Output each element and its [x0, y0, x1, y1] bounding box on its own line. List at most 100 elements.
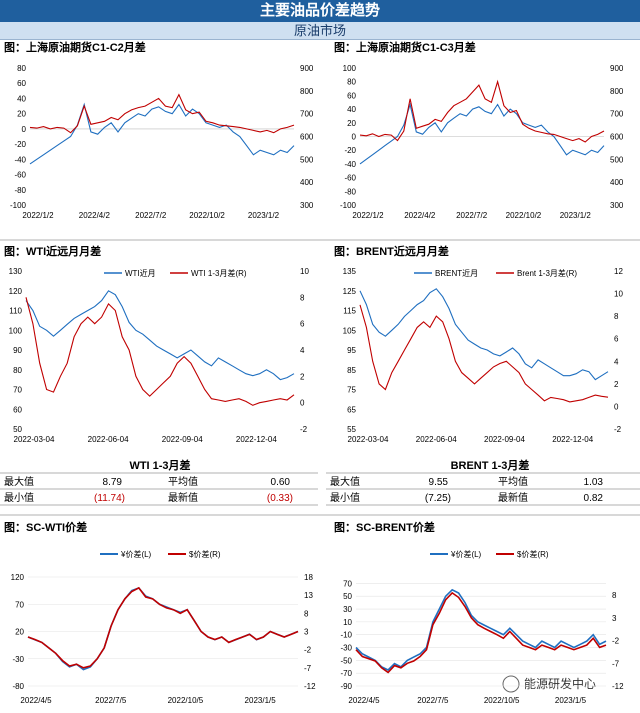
y-left-tick: 130	[9, 267, 23, 276]
y-left-tick: 80	[17, 64, 26, 73]
y-left-tick: 40	[347, 105, 356, 114]
y-left-tick: 65	[347, 405, 356, 414]
y-left-tick: 60	[17, 79, 26, 88]
stats-wti-min: (11.74)	[94, 493, 125, 504]
x-tick: 2022/4/5	[348, 696, 380, 705]
stats-brent-max-label: 最大值	[330, 475, 360, 488]
x-tick: 2022/10/2	[506, 211, 542, 220]
chart-c6: 70 50 30 10 -10 -30 -50 -70 -90 8 3 -2 -7 -12 2022/4/5…	[340, 579, 624, 705]
y-left-tick: 90	[13, 346, 22, 355]
x-tick: 2022-06-04	[416, 435, 457, 444]
wechat-icon	[502, 675, 520, 693]
y-left-tick: -40	[344, 160, 356, 169]
y-left-tick: -20	[14, 140, 26, 149]
y-left-tick: 40	[17, 94, 26, 103]
x-tick: 2023/1/2	[248, 211, 280, 220]
y-right-tick: 0	[300, 399, 305, 408]
series-line-c3-0	[25, 290, 295, 381]
y-right-tick: 10	[300, 267, 309, 276]
series-line-c1-1	[29, 93, 295, 134]
stats-wti-avg: 0.60	[271, 477, 291, 488]
stats-brent-last-label: 最新值	[498, 491, 528, 504]
y-left-tick: -30	[340, 644, 352, 653]
y-right-tick: 2	[300, 372, 305, 381]
legend-c3: WTI近月 WTI 1-3月差(R)	[104, 268, 247, 278]
legend-label-c4-1: BRENT近月	[435, 268, 478, 278]
y-right-tick: 18	[304, 573, 313, 582]
y-right-tick: -12	[612, 682, 624, 691]
chart-c1: 80 60 40 20 0 -20 -40 -60 -80 -100 900 800 700 600 500…	[10, 64, 314, 220]
y-left-tick: 80	[13, 366, 22, 375]
y-right-tick: 4	[300, 346, 305, 355]
y-right-tick: -12	[304, 682, 316, 691]
y-right-tick: 6	[300, 320, 305, 329]
x-tick: 2022-06-04	[88, 435, 129, 444]
y-right-tick: 700	[610, 110, 624, 119]
legend-label-c3-1: WTI近月	[125, 268, 156, 278]
x-tick: 2022/1/2	[352, 211, 384, 220]
y-right-tick: 6	[614, 335, 619, 344]
y-left-tick: 125	[343, 287, 357, 296]
y-left-tick: 70	[343, 579, 352, 588]
stats-wti-avg-label: 平均值	[168, 475, 198, 488]
series-line-c2-1	[359, 79, 605, 143]
y-left-tick: -30	[12, 655, 24, 664]
y-right-tick: 13	[304, 591, 313, 600]
y-left-tick: 95	[347, 346, 356, 355]
chart-c5: 120 70 20 -30 -80 18 13 8 3 -2 -7 -12 2022/4/5 2022/7…	[11, 573, 316, 705]
watermark: 能源研发中心	[502, 675, 596, 693]
x-tick: 2022/4/5	[20, 696, 52, 705]
y-left-tick: 0	[22, 125, 27, 134]
x-tick: 2022/7/2	[135, 211, 167, 220]
y-left-tick: 120	[9, 287, 23, 296]
chart-c2: 100 80 60 40 20 0 -20 -40 -60 -80 -100 900 800 700 600…	[340, 64, 624, 220]
legend-label-c5-2: $价差(R)	[189, 549, 221, 559]
series-line-c6-0	[355, 588, 607, 671]
watermark-text: 能源研发中心	[524, 676, 596, 691]
y-left-tick: 50	[343, 592, 352, 601]
y-right-tick: 8	[304, 609, 309, 618]
y-left-tick: 100	[343, 64, 357, 73]
legend-c6: ¥价差(L) $价差(R)	[430, 549, 549, 559]
y-left-tick: 30	[343, 605, 352, 614]
y-left-tick: 85	[347, 366, 356, 375]
y-left-tick: 60	[13, 405, 22, 414]
y-right-tick: 500	[610, 155, 624, 164]
stats-brent-last: 0.82	[584, 493, 604, 504]
chart-c4: 135 125 115 105 95 85 75 65 55 12 10 8 6 4 2 0 -2 2022-03…	[343, 267, 624, 444]
x-tick: 2022/10/5	[168, 696, 204, 705]
x-tick: 2022/1/2	[22, 211, 54, 220]
y-right-tick: 700	[300, 110, 314, 119]
chart-title-c3: 图：WTI近远月月差	[4, 244, 101, 258]
stats-brent-avg: 1.03	[584, 477, 604, 488]
section-title: 原油市场	[0, 22, 640, 40]
y-right-tick: 800	[300, 87, 314, 96]
x-tick: 2022-12-04	[552, 435, 593, 444]
y-right-tick: 900	[610, 64, 624, 73]
y-left-tick: -80	[344, 187, 356, 196]
y-right-tick: 2	[614, 380, 619, 389]
x-tick: 2022/10/5	[484, 696, 520, 705]
y-left-tick: -100	[340, 201, 357, 210]
y-left-tick: 20	[15, 628, 24, 637]
legend-c4: BRENT近月 Brent 1-3月差(R)	[414, 268, 577, 278]
stats-wti-max-label: 最大值	[4, 475, 34, 488]
stats-brent: BRENT 1-3月差 最大值 9.55 平均值 1.03 最小值 (7.25)…	[326, 458, 640, 506]
y-left-tick: 120	[11, 573, 25, 582]
y-left-tick: -100	[10, 201, 27, 210]
y-right-tick: 900	[300, 64, 314, 73]
legend-label-c3-2: WTI 1-3月差(R)	[191, 268, 247, 278]
y-right-tick: -2	[304, 646, 312, 655]
y-left-tick: 75	[347, 386, 356, 395]
y-right-tick: 8	[300, 293, 305, 302]
y-left-tick: 70	[15, 600, 24, 609]
page-title: 主要油品价差趋势	[0, 0, 640, 22]
legend-c5: ¥价差(L) $价差(R)	[100, 549, 221, 559]
y-left-tick: -80	[14, 186, 26, 195]
chart-title-c6: 图：SC-BRENT价差	[334, 520, 435, 534]
y-left-tick: 60	[347, 91, 356, 100]
chart-title-c1: 图：上海原油期货C1-C2月差	[4, 40, 146, 54]
y-left-tick: -50	[340, 656, 352, 665]
stats-brent-min-label: 最小值	[330, 491, 360, 504]
stats-wti: WTI 1-3月差 最大值 8.79 平均值 0.60 最小值 (11.74) …	[0, 458, 318, 506]
